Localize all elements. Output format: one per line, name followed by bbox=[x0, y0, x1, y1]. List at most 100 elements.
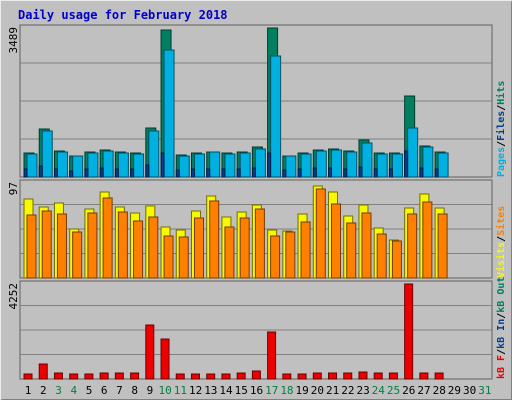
bar bbox=[117, 211, 128, 279]
legend-item: Hits bbox=[495, 81, 507, 105]
bar bbox=[434, 372, 444, 380]
x-tick-label: 3 bbox=[55, 384, 62, 397]
bar bbox=[148, 216, 159, 279]
legend-item: / bbox=[496, 236, 507, 242]
legend-item: kB Out bbox=[496, 277, 507, 313]
bar bbox=[346, 222, 357, 279]
bar bbox=[315, 150, 327, 178]
x-tick-label: 26 bbox=[402, 384, 415, 397]
bar bbox=[175, 169, 180, 178]
bar bbox=[407, 127, 419, 178]
bar bbox=[437, 213, 448, 279]
bar bbox=[358, 166, 363, 178]
bar bbox=[422, 146, 434, 178]
bar bbox=[251, 167, 256, 178]
series-sites bbox=[26, 188, 448, 279]
bar bbox=[84, 373, 94, 380]
series-files bbox=[26, 49, 449, 178]
x-tick-label: 10 bbox=[159, 384, 172, 397]
x-tick-label: 11 bbox=[174, 384, 187, 397]
bar bbox=[391, 240, 402, 279]
bar bbox=[99, 372, 109, 380]
bar bbox=[419, 167, 424, 178]
bar bbox=[312, 372, 322, 380]
bar bbox=[133, 220, 144, 279]
bar bbox=[358, 371, 368, 380]
legend-item: Pages bbox=[496, 147, 507, 177]
bar bbox=[404, 150, 409, 178]
series-kb-f bbox=[23, 283, 444, 380]
bar bbox=[209, 200, 220, 279]
bar bbox=[193, 217, 204, 279]
bar bbox=[53, 372, 63, 380]
bar bbox=[148, 130, 160, 178]
x-tick-label: 25 bbox=[387, 384, 400, 397]
x-tick-label: 24 bbox=[372, 384, 386, 397]
bar bbox=[130, 168, 135, 178]
bar bbox=[175, 373, 185, 380]
legend-item: kB In bbox=[496, 319, 507, 349]
bar bbox=[72, 231, 83, 279]
bar bbox=[23, 373, 33, 380]
legend-item: / bbox=[496, 141, 507, 147]
x-tick-label: 5 bbox=[86, 384, 93, 397]
x-tick-label: 30 bbox=[463, 384, 476, 397]
bar bbox=[373, 372, 383, 380]
x-tick-label: 20 bbox=[311, 384, 324, 397]
bar bbox=[391, 153, 403, 178]
legend-item: / bbox=[496, 349, 507, 355]
bar bbox=[224, 153, 236, 178]
bar bbox=[145, 324, 155, 380]
y-max-label: 4252 bbox=[7, 283, 20, 310]
bar bbox=[437, 152, 449, 178]
x-tick-label: 14 bbox=[219, 384, 233, 397]
legend: Visits/Sites bbox=[495, 206, 507, 278]
bar bbox=[224, 226, 235, 279]
x-tick-label: 12 bbox=[189, 384, 202, 397]
bar bbox=[315, 188, 326, 279]
bar bbox=[221, 373, 231, 380]
bar bbox=[114, 372, 124, 380]
bar bbox=[26, 153, 38, 178]
bar bbox=[209, 151, 221, 178]
bar bbox=[282, 373, 292, 380]
x-tick-label: 8 bbox=[131, 384, 138, 397]
legend-item: Files bbox=[495, 111, 507, 141]
bar bbox=[87, 212, 98, 279]
bar bbox=[328, 167, 333, 178]
bar bbox=[41, 130, 53, 178]
bar bbox=[221, 168, 226, 178]
bar bbox=[297, 373, 307, 380]
panels: 3489Pages/Files/Hits97Visits/Sites4252kB… bbox=[7, 24, 507, 380]
bar bbox=[99, 167, 104, 178]
x-tick-label: 9 bbox=[147, 384, 154, 397]
x-tick-label: 22 bbox=[341, 384, 354, 397]
panel-visits: 97 Visits/Sites bbox=[7, 179, 507, 279]
x-tick-label: 31 bbox=[478, 384, 491, 397]
x-tick-label: 16 bbox=[250, 384, 263, 397]
bar bbox=[312, 167, 317, 178]
x-axis-day-labels: 1 2 3 4 5 6 7 8 9 10 11 12 13 14 15 16 17 18 19 20 21 22 23 24 2… bbox=[25, 384, 492, 397]
bar bbox=[69, 170, 74, 178]
bar bbox=[361, 142, 373, 178]
bar bbox=[285, 155, 297, 178]
bar bbox=[300, 153, 312, 178]
bar bbox=[343, 372, 353, 380]
bar bbox=[419, 372, 429, 380]
bar bbox=[117, 152, 129, 178]
bar bbox=[343, 168, 348, 178]
bar bbox=[163, 49, 175, 178]
bar bbox=[422, 201, 433, 279]
bar bbox=[23, 168, 28, 178]
bar bbox=[254, 208, 265, 279]
x-tick-label: 17 bbox=[265, 384, 278, 397]
x-tick-label: 1 bbox=[25, 384, 32, 397]
bar bbox=[297, 168, 302, 178]
x-tick-label: 27 bbox=[417, 384, 430, 397]
bar bbox=[376, 233, 387, 279]
bar bbox=[270, 235, 281, 279]
bar bbox=[236, 372, 246, 380]
bar bbox=[178, 236, 189, 279]
